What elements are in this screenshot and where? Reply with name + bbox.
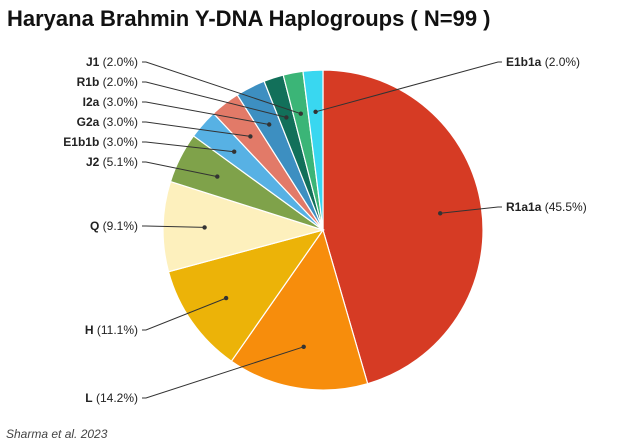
leader-line-j2: [142, 161, 218, 178]
slice-name-e1b1a: E1b1a: [506, 55, 542, 69]
leader-line-r1a1a: [440, 206, 502, 214]
slice-value-j2: (5.1%): [99, 155, 138, 169]
pie-slice-h[interactable]: [167, 228, 325, 363]
leader-line-q: [142, 225, 205, 228]
leader-dot-l: [301, 344, 306, 349]
slice-value-j1: (2.0%): [99, 55, 138, 69]
slice-name-i2a: I2a: [83, 95, 100, 109]
slice-label-j2: J2 (5.1%): [86, 155, 138, 169]
leader-line-j1: [142, 61, 301, 115]
leader-dot-h: [223, 295, 229, 301]
leader-dot-j2: [215, 174, 220, 179]
leader-line-i2a: [142, 101, 270, 125]
pie-slice-e1b1a[interactable]: [302, 69, 324, 231]
leader-dot-e1b1a: [313, 109, 318, 115]
slice-value-e1b1b: (3.0%): [99, 135, 138, 149]
slice-name-r1a1a: R1a1a: [506, 200, 542, 214]
slice-value-r1b: (2.0%): [99, 75, 138, 89]
slice-value-r1a1a: (45.5%): [541, 200, 586, 214]
slice-value-g2a: (3.0%): [99, 115, 138, 129]
slice-label-i2a: I2a (3.0%): [83, 95, 138, 109]
leader-dot-r1a1a: [438, 211, 443, 216]
leader-dot-j1: [298, 111, 303, 116]
slice-value-e1b1a: (2.0%): [541, 55, 580, 69]
slice-name-l: L: [85, 391, 92, 405]
leader-line-e1b1a: [315, 61, 502, 113]
leader-line-r1b: [142, 81, 287, 118]
leader-dot-i2a: [267, 122, 272, 127]
pie-slice-l[interactable]: [230, 228, 369, 391]
slice-name-r1b: R1b: [77, 75, 100, 89]
leader-line-e1b1b: [142, 141, 235, 153]
leader-line-h: [142, 297, 227, 331]
pie-slice-r1a1a[interactable]: [322, 69, 484, 385]
slice-label-g2a: G2a (3.0%): [77, 115, 138, 129]
slice-label-r1b: R1b (2.0%): [77, 75, 138, 89]
slice-label-e1b1b: E1b1b (3.0%): [63, 135, 138, 149]
slice-name-g2a: G2a: [77, 115, 100, 129]
leader-dot-r1b: [284, 115, 289, 120]
slice-label-l: L (14.2%): [85, 391, 138, 405]
slice-label-e1b1a: E1b1a (2.0%): [506, 55, 580, 69]
leader-line-l: [142, 346, 304, 399]
slice-value-l: (14.2%): [93, 391, 138, 405]
slice-value-i2a: (3.0%): [99, 95, 138, 109]
slice-name-j2: J2: [86, 155, 100, 169]
leader-dot-g2a: [248, 134, 253, 139]
slice-name-j1: J1: [86, 55, 100, 69]
leader-dot-q: [202, 225, 207, 230]
source-caption: Sharma et al. 2023: [6, 427, 108, 441]
chart-title: Haryana Brahmin Y-DNA Haplogroups ( N=99…: [7, 6, 491, 31]
slice-label-h: H (11.1%): [85, 323, 138, 337]
slice-name-h: H: [85, 323, 94, 337]
slice-value-q: (9.1%): [99, 219, 138, 233]
slice-value-h: (11.1%): [94, 323, 138, 337]
slice-name-q: Q: [90, 219, 99, 233]
slice-name-e1b1b: E1b1b: [63, 135, 99, 149]
slice-label-q: Q (9.1%): [90, 219, 138, 233]
slice-label-j1: J1 (2.0%): [86, 55, 138, 69]
leader-line-g2a: [142, 121, 251, 137]
leader-dot-e1b1b: [232, 149, 237, 154]
slice-label-r1a1a: R1a1a (45.5%): [506, 200, 587, 214]
